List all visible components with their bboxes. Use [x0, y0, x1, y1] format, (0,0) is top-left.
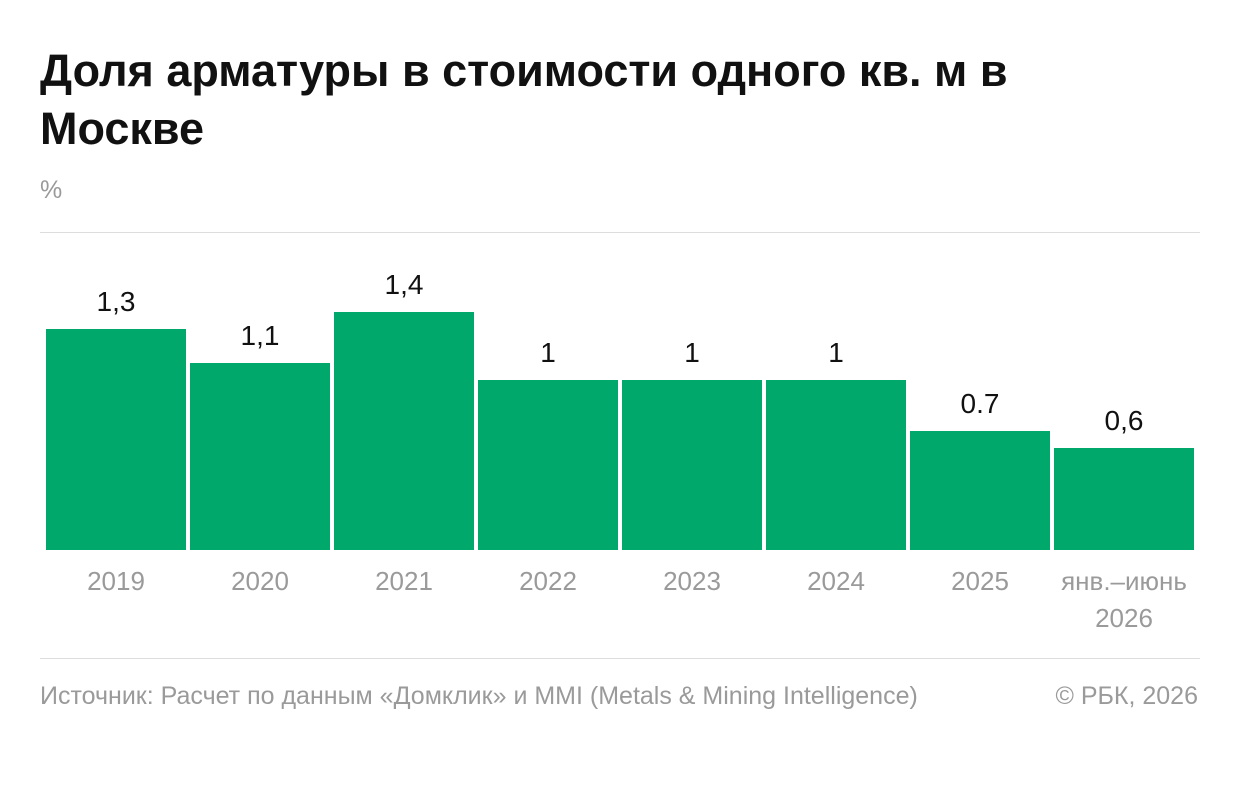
- bar-7: [1054, 448, 1194, 550]
- bar-value-label: 1,4: [385, 269, 424, 300]
- category-label: 2026: [1095, 603, 1153, 633]
- source-note: Источник: Расчет по данным «Домклик» и M…: [40, 682, 918, 710]
- bar-value-label: 0.7: [961, 388, 1000, 419]
- category-label: 2023: [663, 566, 721, 596]
- category-label: 2024: [807, 566, 865, 596]
- category-label: 2019: [87, 566, 145, 596]
- bar-value-label: 1: [684, 337, 700, 368]
- bar-5: [766, 380, 906, 550]
- category-label: янв.–июнь: [1061, 566, 1187, 596]
- bar-value-label: 1,1: [241, 320, 280, 351]
- bar-6: [910, 431, 1050, 550]
- bottom-divider: [40, 658, 1200, 659]
- bar-2: [334, 312, 474, 550]
- bar-0: [46, 329, 186, 550]
- category-label: 2021: [375, 566, 433, 596]
- category-label: 2022: [519, 566, 577, 596]
- bar-3: [478, 380, 618, 550]
- category-label: 2025: [951, 566, 1009, 596]
- category-label: 2020: [231, 566, 289, 596]
- unit-label: %: [40, 176, 63, 204]
- chart-title: Доля арматуры в стоимости одного кв. м в…: [40, 45, 1008, 154]
- copyright: © РБК, 2026: [1055, 682, 1198, 710]
- bar-value-label: 1,3: [97, 286, 136, 317]
- bar-1: [190, 363, 330, 550]
- bar-value-label: 1: [540, 337, 556, 368]
- bar-value-label: 1: [828, 337, 844, 368]
- top-divider: [40, 232, 1200, 233]
- bar-4: [622, 380, 762, 550]
- bar-value-label: 0,6: [1105, 405, 1144, 436]
- bar-chart: 1,3 2019 1,1 2020 1,4 2021 1 2022 1 2023 1 2024 0.7 2…: [46, 269, 1194, 633]
